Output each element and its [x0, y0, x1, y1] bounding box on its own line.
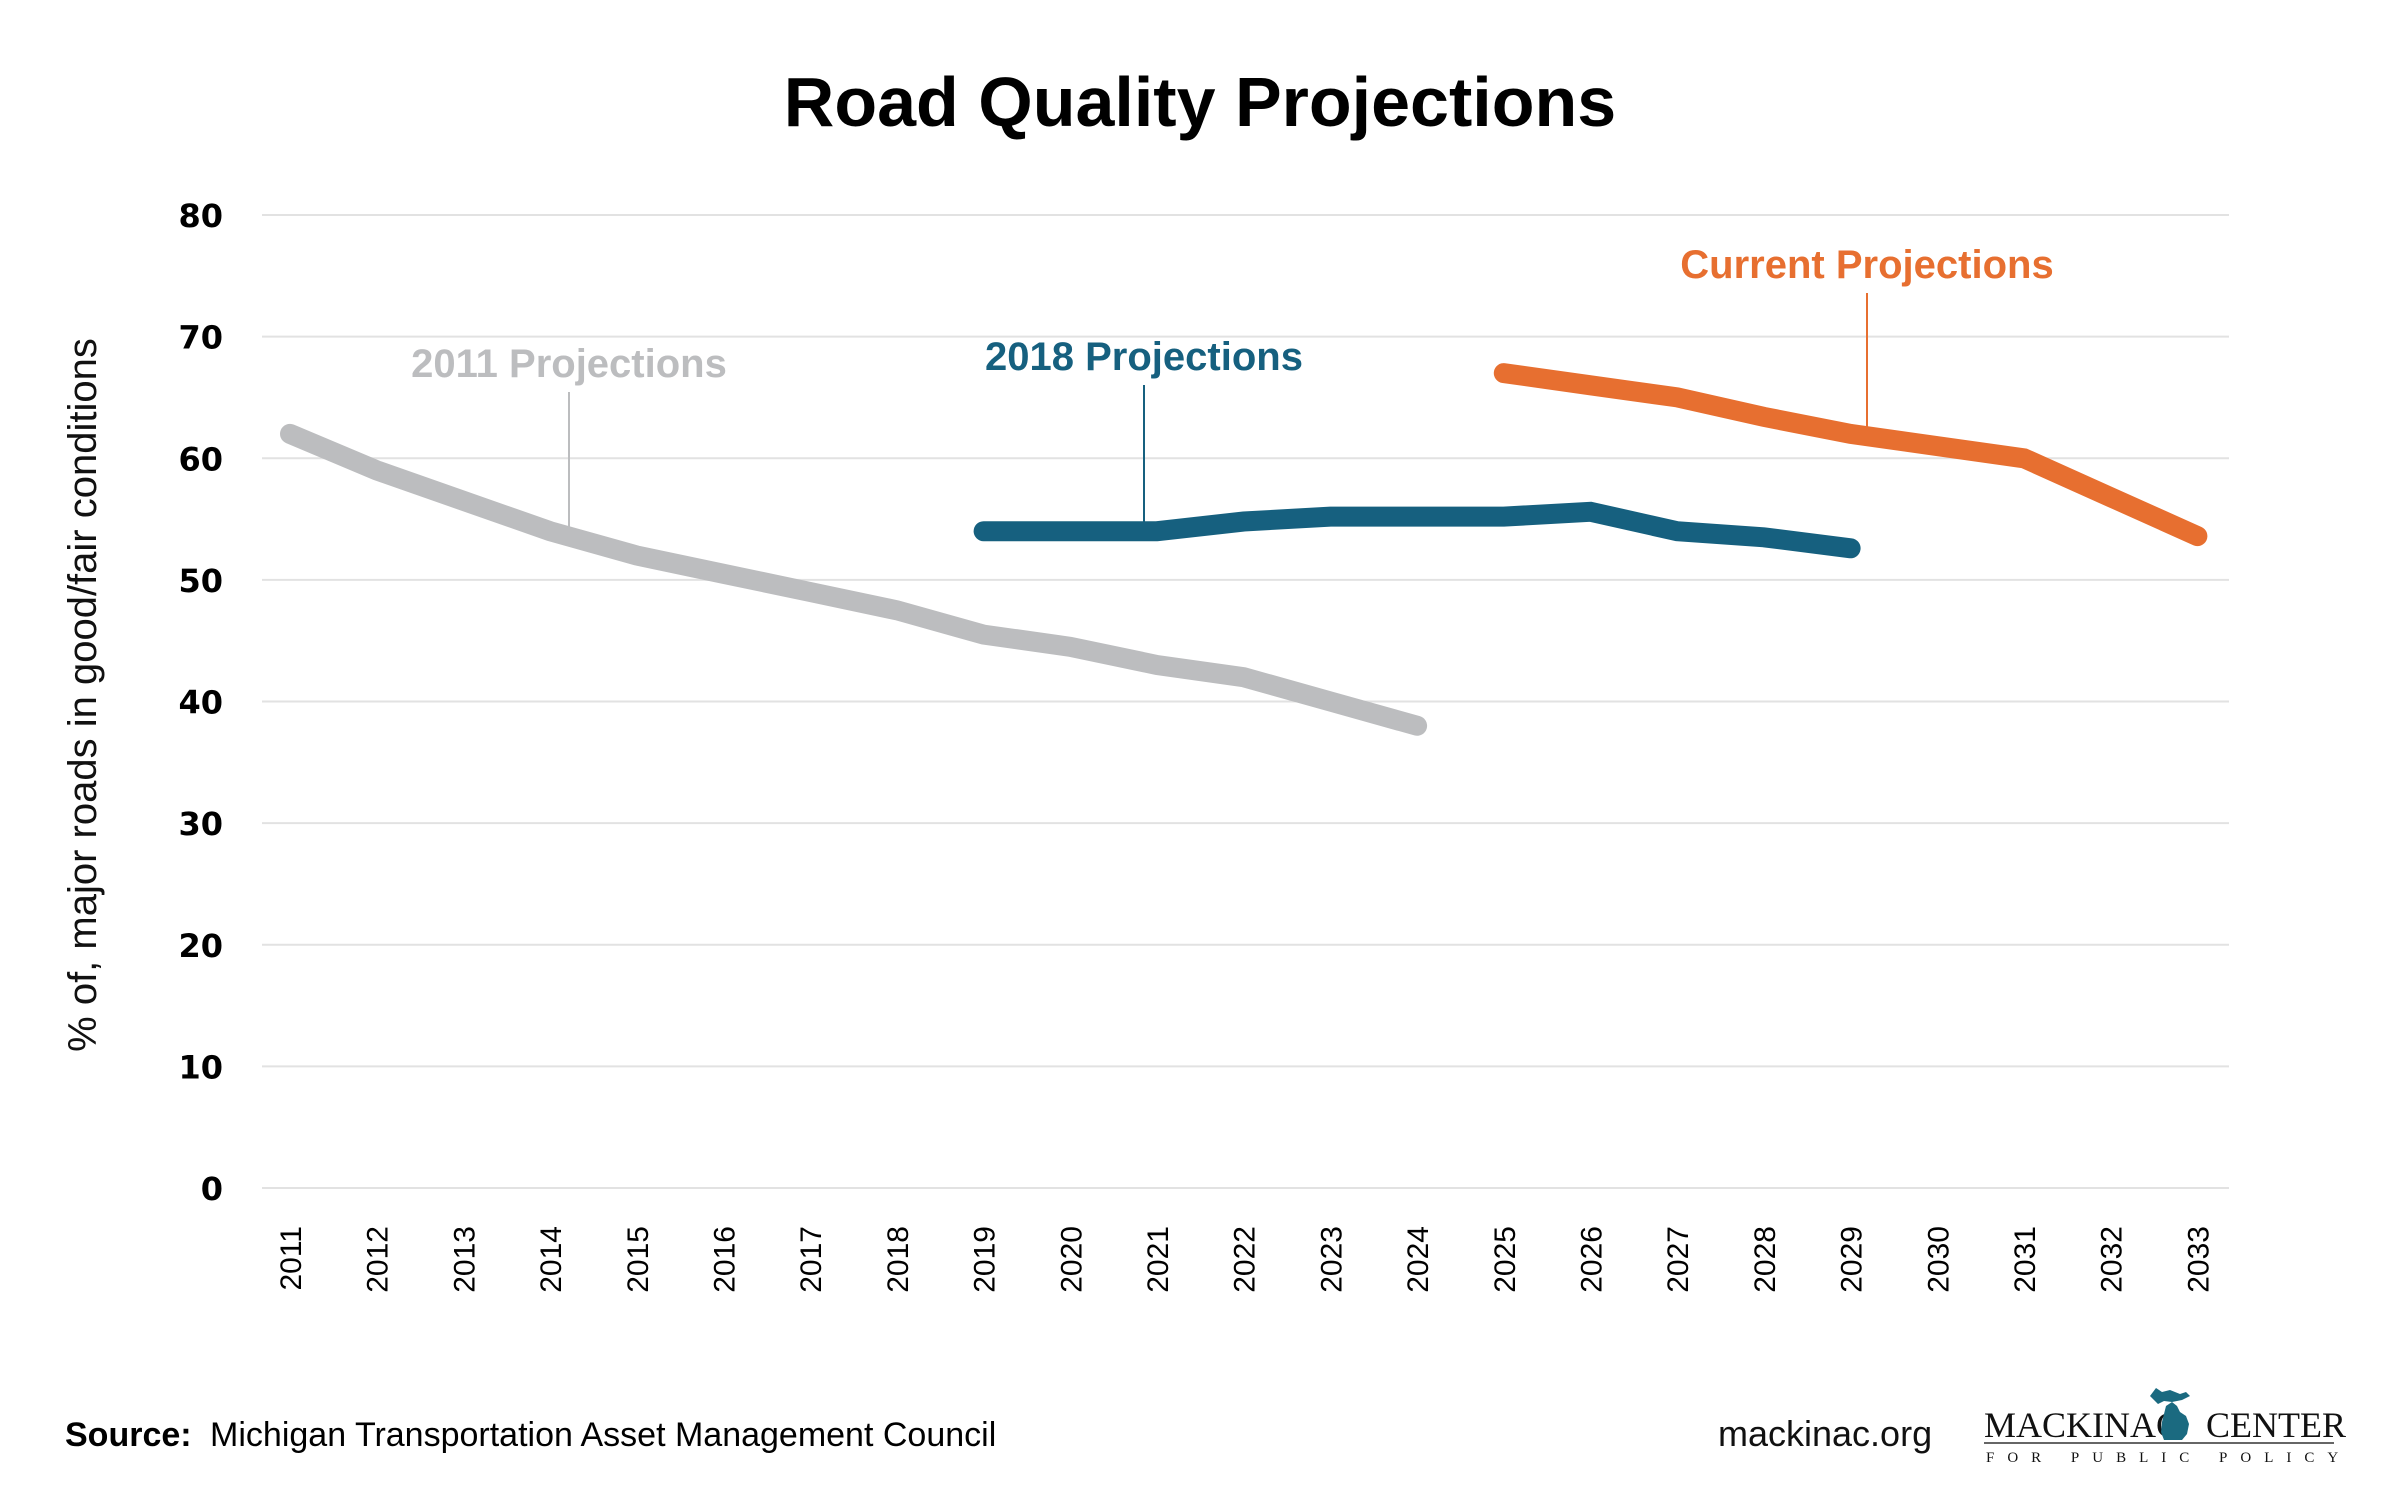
- y-tick-label: 20: [178, 927, 223, 965]
- x-axis-ticks: 2011 2012 2013 2014 2015 2016 2017 2018 2019 2020…: [275, 1226, 2215, 1293]
- x-tick-label: 2019: [969, 1226, 1002, 1293]
- series-leader-lines: [568, 293, 1868, 529]
- x-tick-label: 2029: [1836, 1226, 1869, 1293]
- gridlines: [262, 214, 2229, 1189]
- y-tick-label: 50: [178, 562, 223, 600]
- series-lines: [280, 363, 2208, 736]
- y-axis-ticks: 0 10 20 30 40 50 60 70 80: [178, 197, 223, 1208]
- y-tick-label: 60: [178, 440, 223, 478]
- series-line-2: [1493, 363, 2208, 547]
- series-line-0: [280, 423, 1428, 736]
- x-tick-label: 2013: [448, 1226, 481, 1293]
- x-tick-label: 2023: [1315, 1226, 1348, 1293]
- series-label: Current Projections: [1680, 243, 2053, 287]
- logo-text-left: MACKINAC: [1984, 1405, 2180, 1445]
- series-label: 2018 Projections: [985, 335, 1303, 379]
- x-tick-label: 2022: [1229, 1226, 1262, 1293]
- x-tick-label: 2016: [709, 1226, 742, 1293]
- x-tick-label: 2030: [1922, 1226, 1955, 1293]
- x-tick-label: 2026: [1576, 1226, 1609, 1293]
- x-tick-label: 2028: [1749, 1226, 1782, 1293]
- chart-title: Road Quality Projections: [784, 63, 1616, 141]
- y-tick-label: 80: [178, 197, 223, 235]
- y-tick-label: 30: [178, 805, 223, 843]
- series-label: 2011 Projections: [411, 342, 727, 386]
- y-tick-label: 40: [178, 684, 223, 722]
- series-labels: 2011 Projections 2018 Projections Current …: [411, 243, 2054, 386]
- x-tick-label: 2021: [1142, 1226, 1175, 1293]
- x-tick-label: 2033: [2182, 1226, 2215, 1293]
- x-tick-label: 2027: [1662, 1226, 1695, 1293]
- y-tick-label: 70: [178, 319, 223, 357]
- footer: Source: Michigan Transportation Asset Ma…: [65, 1388, 2351, 1466]
- x-tick-label: 2025: [1489, 1226, 1522, 1293]
- x-tick-label: 2020: [1055, 1226, 1088, 1293]
- y-tick-label: 10: [178, 1048, 223, 1086]
- website-link[interactable]: mackinac.org: [1718, 1413, 1932, 1454]
- y-tick-label: 0: [201, 1170, 223, 1208]
- x-tick-label: 2032: [2096, 1226, 2129, 1293]
- x-tick-label: 2014: [535, 1226, 568, 1293]
- x-tick-label: 2024: [1402, 1226, 1435, 1293]
- source-text: Michigan Transportation Asset Management…: [210, 1416, 996, 1454]
- mackinac-center-logo: MACKINAC CENTER FOR PUBLIC POLICY: [1984, 1388, 2351, 1466]
- logo-subtitle: FOR PUBLIC POLICY: [1986, 1450, 2351, 1466]
- michigan-icon: [2150, 1388, 2190, 1440]
- x-tick-label: 2015: [622, 1226, 655, 1293]
- x-tick-label: 2012: [362, 1226, 395, 1293]
- x-tick-label: 2017: [795, 1226, 828, 1293]
- logo-text-right: CENTER: [2206, 1405, 2346, 1445]
- y-axis-label: % of, major roads in good/fair condition…: [61, 338, 105, 1052]
- x-tick-label: 2011: [275, 1226, 308, 1291]
- source-line: Source: Michigan Transportation Asset Ma…: [65, 1416, 996, 1454]
- x-tick-label: 2018: [882, 1226, 915, 1293]
- x-tick-label: 2031: [2009, 1226, 2042, 1293]
- series-line-1: [973, 501, 1861, 559]
- source-label: Source:: [65, 1416, 192, 1454]
